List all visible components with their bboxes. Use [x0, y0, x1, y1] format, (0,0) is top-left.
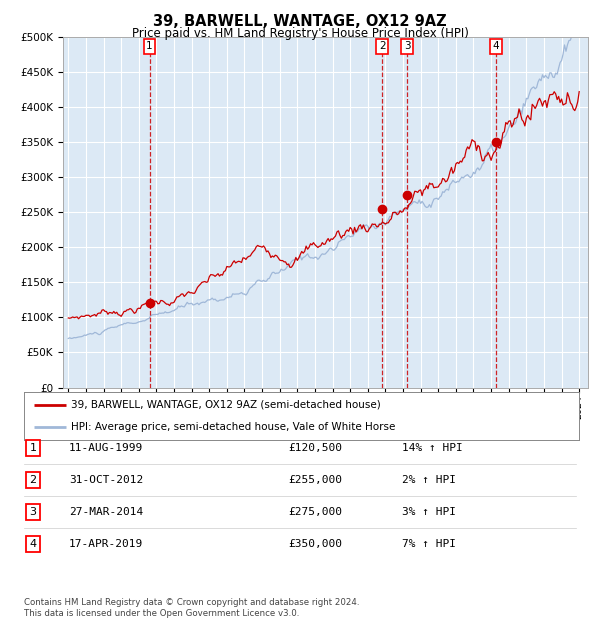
Text: £255,000: £255,000: [288, 475, 342, 485]
Text: 14% ↑ HPI: 14% ↑ HPI: [402, 443, 463, 453]
Text: Contains HM Land Registry data © Crown copyright and database right 2024.
This d: Contains HM Land Registry data © Crown c…: [24, 598, 359, 618]
Text: £350,000: £350,000: [288, 539, 342, 549]
Text: 39, BARWELL, WANTAGE, OX12 9AZ: 39, BARWELL, WANTAGE, OX12 9AZ: [153, 14, 447, 29]
Text: 31-OCT-2012: 31-OCT-2012: [69, 475, 143, 485]
Text: HPI: Average price, semi-detached house, Vale of White Horse: HPI: Average price, semi-detached house,…: [71, 422, 395, 432]
Text: 1: 1: [29, 443, 37, 453]
Text: 3% ↑ HPI: 3% ↑ HPI: [402, 507, 456, 517]
Text: £275,000: £275,000: [288, 507, 342, 517]
Text: Price paid vs. HM Land Registry's House Price Index (HPI): Price paid vs. HM Land Registry's House …: [131, 27, 469, 40]
Text: 4: 4: [29, 539, 37, 549]
Text: 1: 1: [146, 42, 153, 51]
Text: 27-MAR-2014: 27-MAR-2014: [69, 507, 143, 517]
Text: 3: 3: [29, 507, 37, 517]
Text: 11-AUG-1999: 11-AUG-1999: [69, 443, 143, 453]
Text: 7% ↑ HPI: 7% ↑ HPI: [402, 539, 456, 549]
Text: 3: 3: [404, 42, 410, 51]
Text: 4: 4: [493, 42, 500, 51]
Text: 39, BARWELL, WANTAGE, OX12 9AZ (semi-detached house): 39, BARWELL, WANTAGE, OX12 9AZ (semi-det…: [71, 400, 381, 410]
Text: 2% ↑ HPI: 2% ↑ HPI: [402, 475, 456, 485]
Text: 17-APR-2019: 17-APR-2019: [69, 539, 143, 549]
Text: 2: 2: [379, 42, 386, 51]
Text: 2: 2: [29, 475, 37, 485]
Text: £120,500: £120,500: [288, 443, 342, 453]
